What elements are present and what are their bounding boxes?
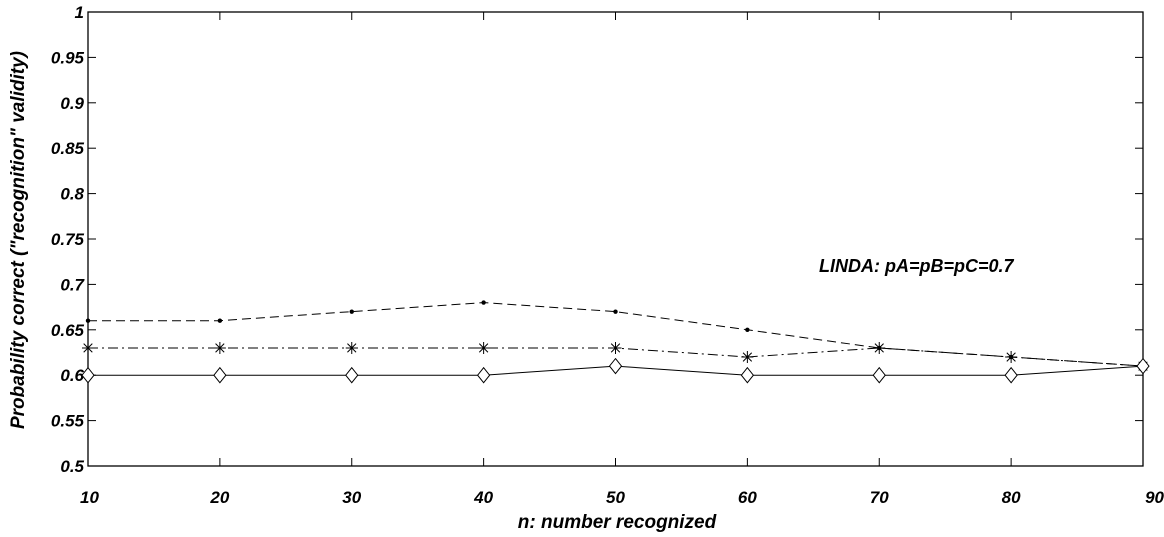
data-point-diamond xyxy=(608,357,623,375)
data-point-diamond xyxy=(476,366,491,384)
y-tick-label: 0.6 xyxy=(60,366,84,385)
y-tick-label: 0.95 xyxy=(51,48,85,67)
data-point-diamond xyxy=(740,366,755,384)
x-tick-label: 80 xyxy=(1002,488,1021,507)
data-point-diamond xyxy=(1136,357,1150,375)
y-tick-label: 0.55 xyxy=(51,412,85,431)
y-tick-label: 0.5 xyxy=(60,457,84,476)
y-tick-label: 0.75 xyxy=(51,230,85,249)
series-layer xyxy=(81,300,1150,384)
data-point-dot xyxy=(613,309,618,314)
x-tick-label: 90 xyxy=(1145,488,1164,507)
x-tick-label: 40 xyxy=(473,488,493,507)
data-point-diamond xyxy=(345,366,359,384)
y-tick-label: 0.9 xyxy=(60,94,84,113)
x-tick-label: 60 xyxy=(738,488,757,507)
y-tick-label: 1 xyxy=(75,3,84,22)
data-point-dot xyxy=(481,300,486,305)
data-point-asterisk xyxy=(213,341,226,354)
x-axis-label: n: number recognized xyxy=(518,512,717,533)
x-tick-label: 20 xyxy=(209,488,229,507)
x-tick-label: 50 xyxy=(606,488,625,507)
plot-area xyxy=(87,11,1144,467)
data-point-dot xyxy=(745,327,750,332)
x-tick-label: 10 xyxy=(80,488,99,507)
data-point-diamond xyxy=(1004,366,1018,384)
data-point-diamond xyxy=(81,366,95,384)
y-tick-label: 0.65 xyxy=(51,321,85,340)
data-point-dot xyxy=(85,318,91,323)
data-point-asterisk xyxy=(1005,351,1018,364)
y-tick-label: 0.8 xyxy=(60,185,84,204)
x-tick-label: 30 xyxy=(342,488,361,507)
series-line xyxy=(88,302,1144,367)
annotation-text: LINDA: pA=pB=pC=0.7 xyxy=(819,256,1015,276)
data-point-dot xyxy=(349,309,354,314)
data-point-diamond xyxy=(872,366,886,384)
x-tick-label: 70 xyxy=(870,488,889,507)
y-tick-label: 0.7 xyxy=(60,275,85,294)
data-point-asterisk xyxy=(477,341,490,354)
y-tick-label: 0.85 xyxy=(51,139,85,158)
data-point-asterisk xyxy=(609,341,622,354)
x-axis: 10 20 30 40 50 60 70 80 90 xyxy=(80,12,1164,507)
data-point-asterisk xyxy=(345,341,358,354)
data-point-asterisk xyxy=(82,341,94,354)
y-axis: 0.5 0.55 0.6 0.65 0.7 0.75 0.8 0.85 0.9 0.95 1 xyxy=(51,3,1143,476)
data-point-dot xyxy=(217,318,223,323)
data-point-diamond xyxy=(213,366,227,384)
y-axis-label: Probability correct ("recognition" valid… xyxy=(8,51,29,429)
data-point-asterisk xyxy=(873,341,886,354)
data-point-asterisk xyxy=(741,351,754,364)
